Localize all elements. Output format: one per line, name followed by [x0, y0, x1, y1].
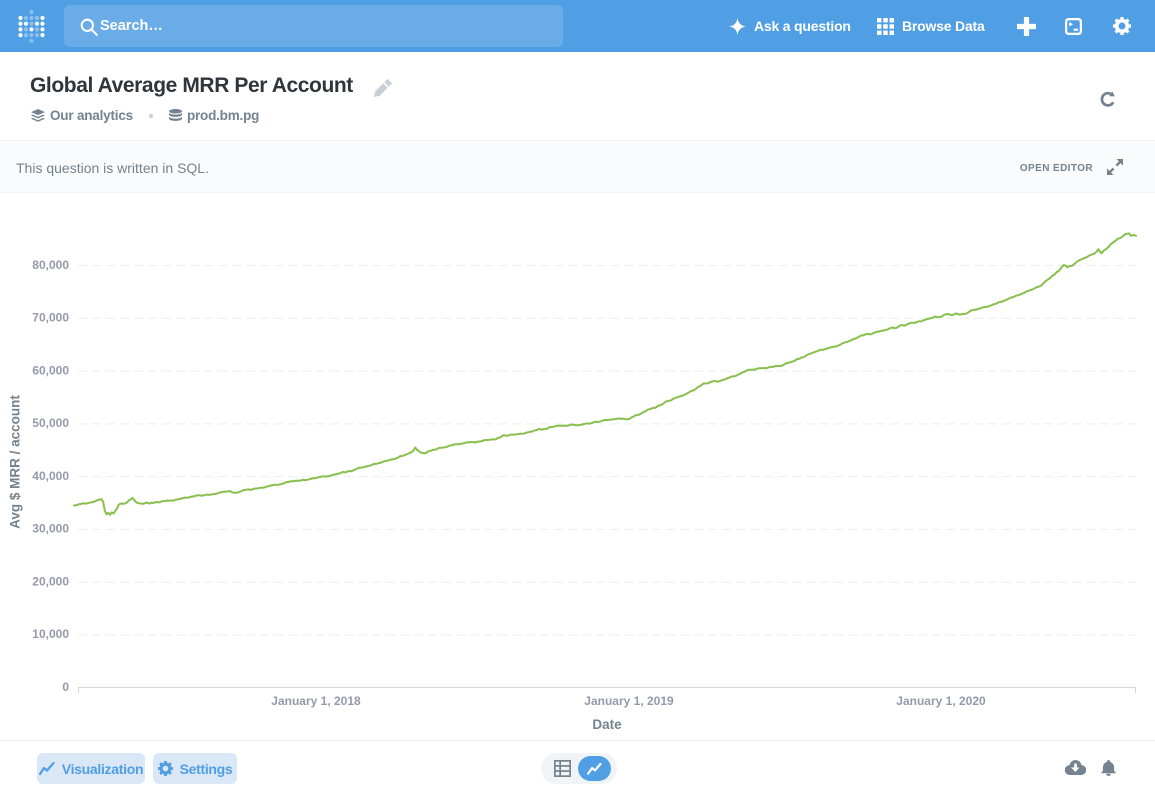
svg-text:January 1, 2019: January 1, 2019 [584, 694, 674, 708]
svg-text:January 1, 2020: January 1, 2020 [896, 694, 986, 708]
svg-text:January 1, 2018: January 1, 2018 [271, 694, 361, 708]
svg-text:60,000: 60,000 [32, 364, 69, 378]
svg-text:40,000: 40,000 [32, 469, 69, 483]
svg-text:70,000: 70,000 [32, 311, 69, 325]
svg-text:20,000: 20,000 [32, 574, 69, 588]
svg-text:30,000: 30,000 [32, 522, 69, 536]
svg-text:50,000: 50,000 [32, 416, 69, 430]
svg-text:Date: Date [592, 717, 622, 732]
svg-text:80,000: 80,000 [32, 258, 69, 272]
svg-text:Avg $ MRR / account: Avg $ MRR / account [8, 395, 23, 529]
svg-text:0: 0 [62, 680, 69, 694]
svg-text:10,000: 10,000 [32, 627, 69, 641]
